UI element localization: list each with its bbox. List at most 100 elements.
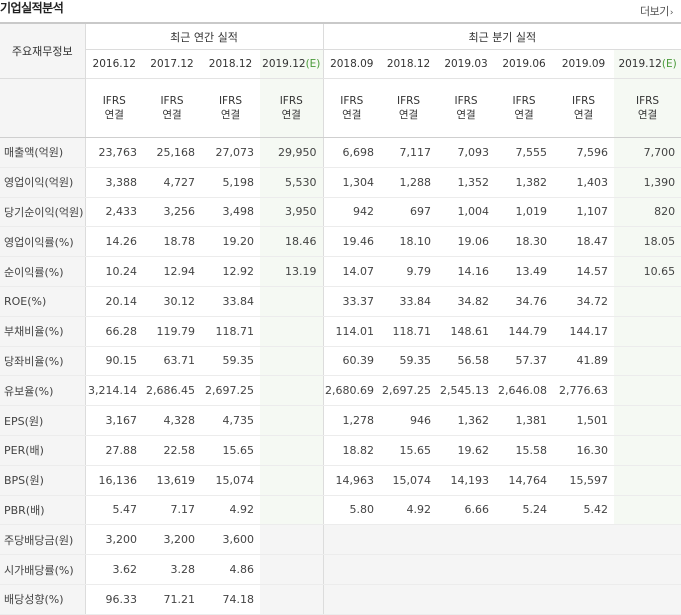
period-header: 2019.06 xyxy=(495,49,554,79)
table-cell xyxy=(614,584,681,615)
table-cell: 19.20 xyxy=(201,226,260,258)
table-cell: 3.62 xyxy=(85,554,143,585)
ifrs-label: IFRS 연결 xyxy=(495,78,554,138)
table-cell xyxy=(380,584,438,615)
table-cell: 13,619 xyxy=(143,465,201,496)
table-cell: 18.30 xyxy=(495,226,554,258)
table-row: ROE(%) 20.14 30.12 33.84 33.37 33.84 34.82 34.7… xyxy=(0,286,681,317)
table-cell: 18.05 xyxy=(614,226,681,258)
table-cell: 3,950 xyxy=(260,197,324,228)
table-cell: 19.62 xyxy=(437,435,496,466)
table-cell: 66.28 xyxy=(85,315,143,347)
table-cell: 4.92 xyxy=(380,495,438,526)
table-row: 주당배당금(원) 3,200 3,200 3,600 xyxy=(0,524,681,556)
estimate-marker: (E) xyxy=(305,58,321,70)
table-cell: 820 xyxy=(614,197,681,228)
table-cell: 12.94 xyxy=(143,256,201,287)
table-cell xyxy=(553,554,615,585)
ifrs-label: IFRS 연결 xyxy=(201,78,260,138)
table-row: PER(배) 27.88 22.58 15.65 18.82 15.65 19.62 15.5… xyxy=(0,435,681,466)
table-row: 유보율(%) 3,214.14 2,686.45 2,697.25 2,680.69 2,… xyxy=(0,375,681,407)
table-cell: 16.30 xyxy=(553,435,615,466)
table-cell: 1,362 xyxy=(437,405,496,436)
table-cell: 3,167 xyxy=(85,405,143,436)
row-label: 주당배당금(원) xyxy=(0,524,86,556)
period-header: 2019.09 xyxy=(553,49,615,79)
table-row: PBR(배) 5.47 7.17 4.92 5.80 4.92 6.66 5.24 5.42 xyxy=(0,495,681,526)
table-row: 배당성향(%) 96.33 71.21 74.18 xyxy=(0,584,681,615)
period-row: 2016.12 2017.12 2018.12 2019.12(E) 2018.09 20… xyxy=(0,49,681,79)
table-row: BPS(원) 16,136 13,619 15,074 14,963 15,074 14,1… xyxy=(0,465,681,496)
table-cell: 23,763 xyxy=(85,137,143,168)
table-cell: 90.15 xyxy=(85,346,143,377)
row-label: 당좌비율(%) xyxy=(0,346,86,377)
table-row: 당기순이익(억원) 2,433 3,256 3,498 3,950 942 697 1,004… xyxy=(0,197,681,228)
table-cell: 15.65 xyxy=(380,435,438,466)
table-cell: 60.39 xyxy=(323,346,381,377)
table-cell: 74.18 xyxy=(201,584,260,615)
table-cell: 1,381 xyxy=(495,405,554,436)
table-cell: 16,136 xyxy=(85,465,143,496)
table-cell: 7,093 xyxy=(437,137,496,168)
row-label: 부채비율(%) xyxy=(0,315,86,347)
table-cell: 4,328 xyxy=(143,405,201,436)
table-cell: 33.84 xyxy=(380,286,438,317)
table-cell: 18.47 xyxy=(553,226,615,258)
table-row: 시가배당률(%) 3.62 3.28 4.86 xyxy=(0,554,681,585)
row-label: 영업이익(억원) xyxy=(0,167,86,198)
table-cell: 3,600 xyxy=(201,524,260,556)
table-cell xyxy=(614,405,681,436)
table-cell: 19.06 xyxy=(437,226,496,258)
table-cell: 15,074 xyxy=(201,465,260,496)
more-link[interactable]: 더보기› xyxy=(640,3,674,19)
period-header: 2019.12(E) xyxy=(614,49,681,79)
table-cell: 14,764 xyxy=(495,465,554,496)
table-cell xyxy=(614,465,681,496)
table-cell: 27,073 xyxy=(201,137,260,168)
table-cell: 18.10 xyxy=(380,226,438,258)
table-cell xyxy=(614,495,681,526)
table-cell: 20.14 xyxy=(85,286,143,317)
table-cell: 119.79 xyxy=(143,315,201,347)
table-cell: 2,433 xyxy=(85,197,143,228)
row-label: 순이익률(%) xyxy=(0,256,86,287)
table-cell xyxy=(260,375,324,407)
table-cell: 1,019 xyxy=(495,197,554,228)
period-header: 2017.12 xyxy=(143,49,201,79)
table-cell: 63.71 xyxy=(143,346,201,377)
table-cell: 30.12 xyxy=(143,286,201,317)
table-cell: 144.17 xyxy=(553,315,615,347)
table-cell xyxy=(260,524,324,556)
table-cell xyxy=(380,524,438,556)
table-cell: 34.72 xyxy=(553,286,615,317)
table-cell: 1,107 xyxy=(553,197,615,228)
table-cell: 4.86 xyxy=(201,554,260,585)
table-cell: 34.82 xyxy=(437,286,496,317)
table-cell xyxy=(260,315,324,347)
table-cell: 5.80 xyxy=(323,495,381,526)
table-cell: 12.92 xyxy=(201,256,260,287)
table-cell: 41.89 xyxy=(553,346,615,377)
period-label: 2019.12 xyxy=(262,58,306,70)
table-cell: 6.66 xyxy=(437,495,496,526)
table-cell: 7.17 xyxy=(143,495,201,526)
table-row: 영업이익률(%) 14.26 18.78 19.20 18.46 19.46 18.10 19… xyxy=(0,226,681,258)
table-cell: 5.47 xyxy=(85,495,143,526)
row-label: 당기순이익(억원) xyxy=(0,197,86,228)
table-cell: 3.28 xyxy=(143,554,201,585)
table-cell: 2,697.25 xyxy=(380,375,438,407)
table-cell xyxy=(437,584,496,615)
ifrs-label: IFRS 연결 xyxy=(143,78,201,138)
table-cell: 14.16 xyxy=(437,256,496,287)
table-cell: 59.35 xyxy=(380,346,438,377)
row-label: EPS(원) xyxy=(0,405,86,436)
table-cell: 18.82 xyxy=(323,435,381,466)
table-cell: 2,776.63 xyxy=(553,375,615,407)
table-cell: 697 xyxy=(380,197,438,228)
table-cell: 59.35 xyxy=(201,346,260,377)
table-cell: 13.19 xyxy=(260,256,324,287)
ifrs-label: IFRS 연결 xyxy=(323,78,381,138)
group-header-row: 주요재무정보 최근 연간 실적 최근 분기 실적 xyxy=(0,22,681,79)
table-cell xyxy=(614,346,681,377)
table-cell: 1,288 xyxy=(380,167,438,198)
